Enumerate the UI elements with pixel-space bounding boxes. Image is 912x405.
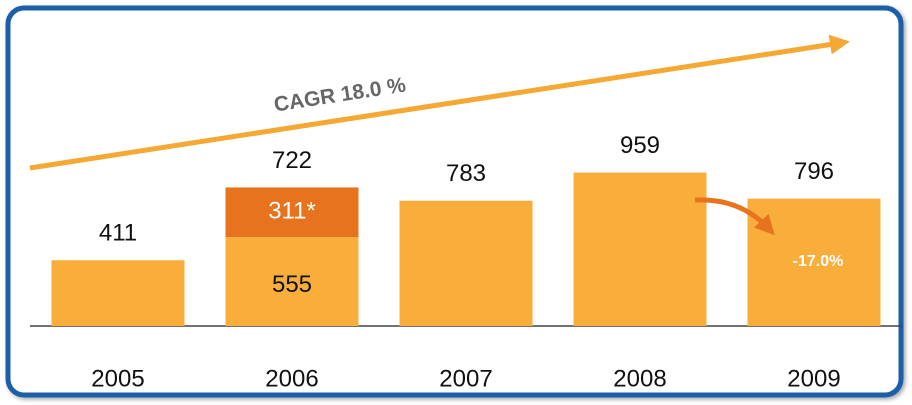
bar <box>399 200 533 326</box>
bar <box>51 260 185 326</box>
segment-label: 555 <box>272 271 312 298</box>
x-tick-label: 2005 <box>91 365 144 392</box>
x-tick-label: 2008 <box>613 365 666 392</box>
total-label: 411 <box>99 220 137 247</box>
total-label: 783 <box>446 160 486 187</box>
x-tick-label: 2009 <box>787 365 840 392</box>
bar <box>573 172 707 326</box>
x-tick-label: 2006 <box>265 365 318 392</box>
cagr-arrow <box>29 34 850 171</box>
total-label: 796 <box>794 158 834 185</box>
total-label: 722 <box>272 147 312 174</box>
change-label: -17.0% <box>793 253 844 270</box>
bar <box>225 237 359 326</box>
total-label: 959 <box>620 132 660 159</box>
change-arrow <box>694 197 775 236</box>
x-tick-label: 2007 <box>439 365 492 392</box>
bar <box>225 187 359 238</box>
segment-label: 311* <box>268 198 316 225</box>
